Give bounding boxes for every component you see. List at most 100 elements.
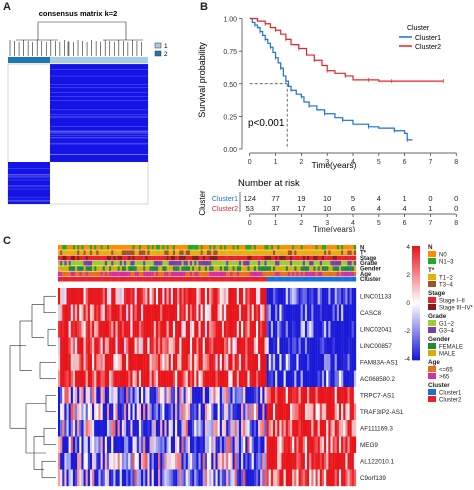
annotation-cell <box>279 276 282 282</box>
heatmap-cell <box>202 337 206 355</box>
annotation-cell <box>281 276 284 282</box>
heatmap-cell <box>226 420 229 437</box>
annotation-cell <box>121 250 125 255</box>
heatmap-cell <box>136 436 140 454</box>
heatmap-cell <box>228 304 231 322</box>
heatmap-cell <box>258 354 261 371</box>
annotation-cell <box>177 271 180 277</box>
annotation-cell <box>328 276 331 282</box>
heatmap-cell <box>151 288 154 305</box>
heatmap-cell <box>113 288 116 305</box>
heatmap-cell <box>141 403 144 421</box>
heatmap-cell <box>262 387 265 404</box>
heatmap-cell <box>89 304 93 322</box>
heatmap-cell <box>277 453 280 470</box>
heatmap-cell <box>253 354 257 371</box>
heatmap-cell <box>319 403 323 421</box>
annotation-cell <box>162 271 165 277</box>
annotation-cell <box>75 250 78 255</box>
heatmap-cell <box>211 469 214 487</box>
heatmap-cell <box>351 420 355 437</box>
heatmap-cell <box>319 354 323 371</box>
heatmap-cell <box>247 420 250 437</box>
heatmap-cell <box>194 403 197 421</box>
heatmap-cell <box>200 420 203 437</box>
heatmap-cell <box>207 288 210 305</box>
heatmap-cell <box>196 321 199 338</box>
heatmap-cell <box>198 453 201 470</box>
annotation-cell <box>268 276 272 282</box>
annotation-cell <box>179 250 182 255</box>
heatmap-cell <box>277 337 280 355</box>
heatmap-cell <box>224 288 227 305</box>
heatmap-cell <box>158 420 161 437</box>
heatmap-cell <box>187 288 191 305</box>
heatmap-cell <box>109 337 112 355</box>
annotation-cell <box>132 250 135 255</box>
annotation-cell <box>215 260 218 266</box>
annotation-cell <box>75 266 78 271</box>
heatmap-cell <box>324 453 327 470</box>
heatmap-cell <box>132 403 135 421</box>
annotation-cell <box>270 250 274 255</box>
heatmap-cell <box>336 370 340 388</box>
annotation-cell <box>130 255 133 261</box>
annotation-cell <box>98 245 101 250</box>
heatmap-cell <box>111 337 114 355</box>
heatmap-cell <box>294 288 297 305</box>
heatmap-cell <box>311 321 314 338</box>
heatmap-cell <box>298 436 301 454</box>
heatmap-cell <box>307 436 310 454</box>
heatmap-cell <box>187 370 191 388</box>
heatmap-cell <box>272 453 276 470</box>
heatmap-cell <box>241 370 244 388</box>
annotation-cell <box>219 260 223 266</box>
annotation-cell <box>81 245 84 250</box>
annotation-cell <box>275 260 278 266</box>
heatmap-cell <box>258 469 261 487</box>
heatmap-cell <box>181 469 184 487</box>
annotation-cell <box>351 255 355 261</box>
heatmap-cell <box>160 469 163 487</box>
annotation-cell <box>119 245 123 250</box>
annotation-cell <box>207 276 210 282</box>
heatmap-cell <box>272 469 276 487</box>
heatmap-cell <box>232 453 235 470</box>
heatmap-cell <box>192 387 195 404</box>
annotation-cell <box>145 266 148 271</box>
heatmap-cell <box>328 436 331 454</box>
annotation-cell <box>106 271 110 277</box>
annotation-cell <box>349 260 352 266</box>
annotation-cell <box>153 250 157 255</box>
annotation-cell <box>181 245 184 250</box>
heatmap-cell <box>83 469 86 487</box>
annotation-cell <box>136 271 140 277</box>
heatmap-cell <box>260 370 263 388</box>
heatmap-cell <box>253 337 257 355</box>
annotation-cell <box>149 266 152 271</box>
heatmap-cell <box>87 304 91 322</box>
heatmap-cell <box>328 288 331 305</box>
annotation-cell <box>164 271 167 277</box>
heatmap-cell <box>294 436 297 454</box>
heatmap-cell <box>292 453 295 470</box>
heatmap-cell <box>307 337 310 355</box>
heatmap-cell <box>245 420 248 437</box>
annotation-cell <box>123 245 127 250</box>
annotation-cell <box>290 271 293 277</box>
annotation-cell <box>277 271 280 277</box>
heatmap-cell <box>283 403 286 421</box>
annotation-cell <box>347 245 350 250</box>
annotation-cell <box>141 271 144 277</box>
heatmap-cell <box>234 321 237 338</box>
heatmap-cell <box>353 387 357 404</box>
heatmap-cell <box>89 420 93 437</box>
annotation-cell <box>245 255 248 261</box>
annotation-cell <box>162 266 165 271</box>
heatmap-cell <box>185 354 188 371</box>
heatmap-cell <box>77 370 80 388</box>
heatmap-cell <box>204 304 208 322</box>
heatmap-cell <box>177 453 180 470</box>
annotation-cell <box>300 250 303 255</box>
heatmap-cell <box>281 321 284 338</box>
